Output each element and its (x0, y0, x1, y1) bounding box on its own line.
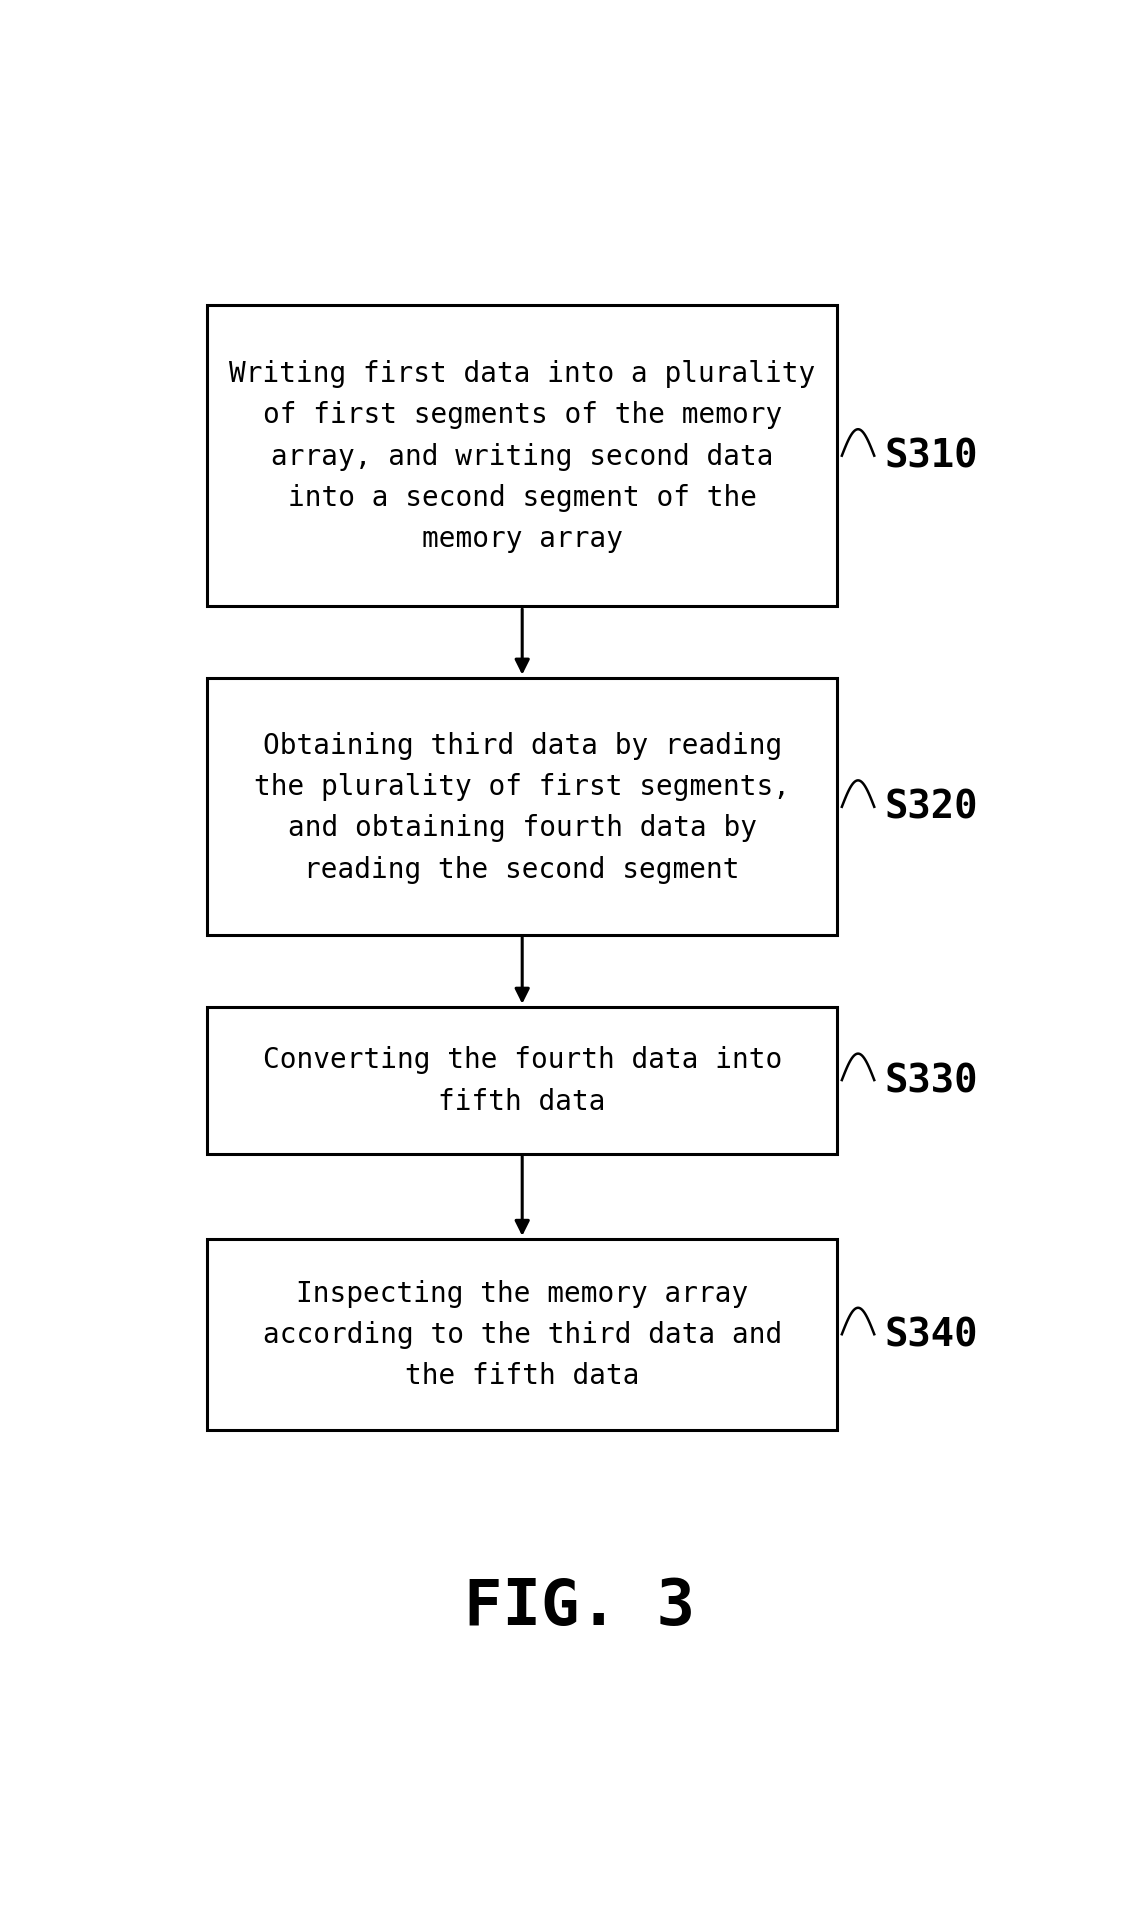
Text: Writing first data into a plurality
of first segments of the memory
array, and w: Writing first data into a plurality of f… (229, 360, 816, 553)
Text: Inspecting the memory array
according to the third data and
the fifth data: Inspecting the memory array according to… (262, 1280, 782, 1390)
FancyBboxPatch shape (207, 305, 837, 606)
Text: S340: S340 (885, 1316, 979, 1354)
Text: FIG. 3: FIG. 3 (463, 1575, 695, 1638)
Text: Obtaining third data by reading
the plurality of first segments,
and obtaining f: Obtaining third data by reading the plur… (254, 732, 790, 883)
FancyBboxPatch shape (207, 1007, 837, 1154)
Text: S320: S320 (885, 788, 979, 826)
Text: S330: S330 (885, 1062, 979, 1100)
FancyBboxPatch shape (207, 1240, 837, 1430)
Text: Converting the fourth data into
fifth data: Converting the fourth data into fifth da… (262, 1045, 782, 1116)
FancyBboxPatch shape (207, 679, 837, 936)
Text: S310: S310 (885, 437, 979, 475)
